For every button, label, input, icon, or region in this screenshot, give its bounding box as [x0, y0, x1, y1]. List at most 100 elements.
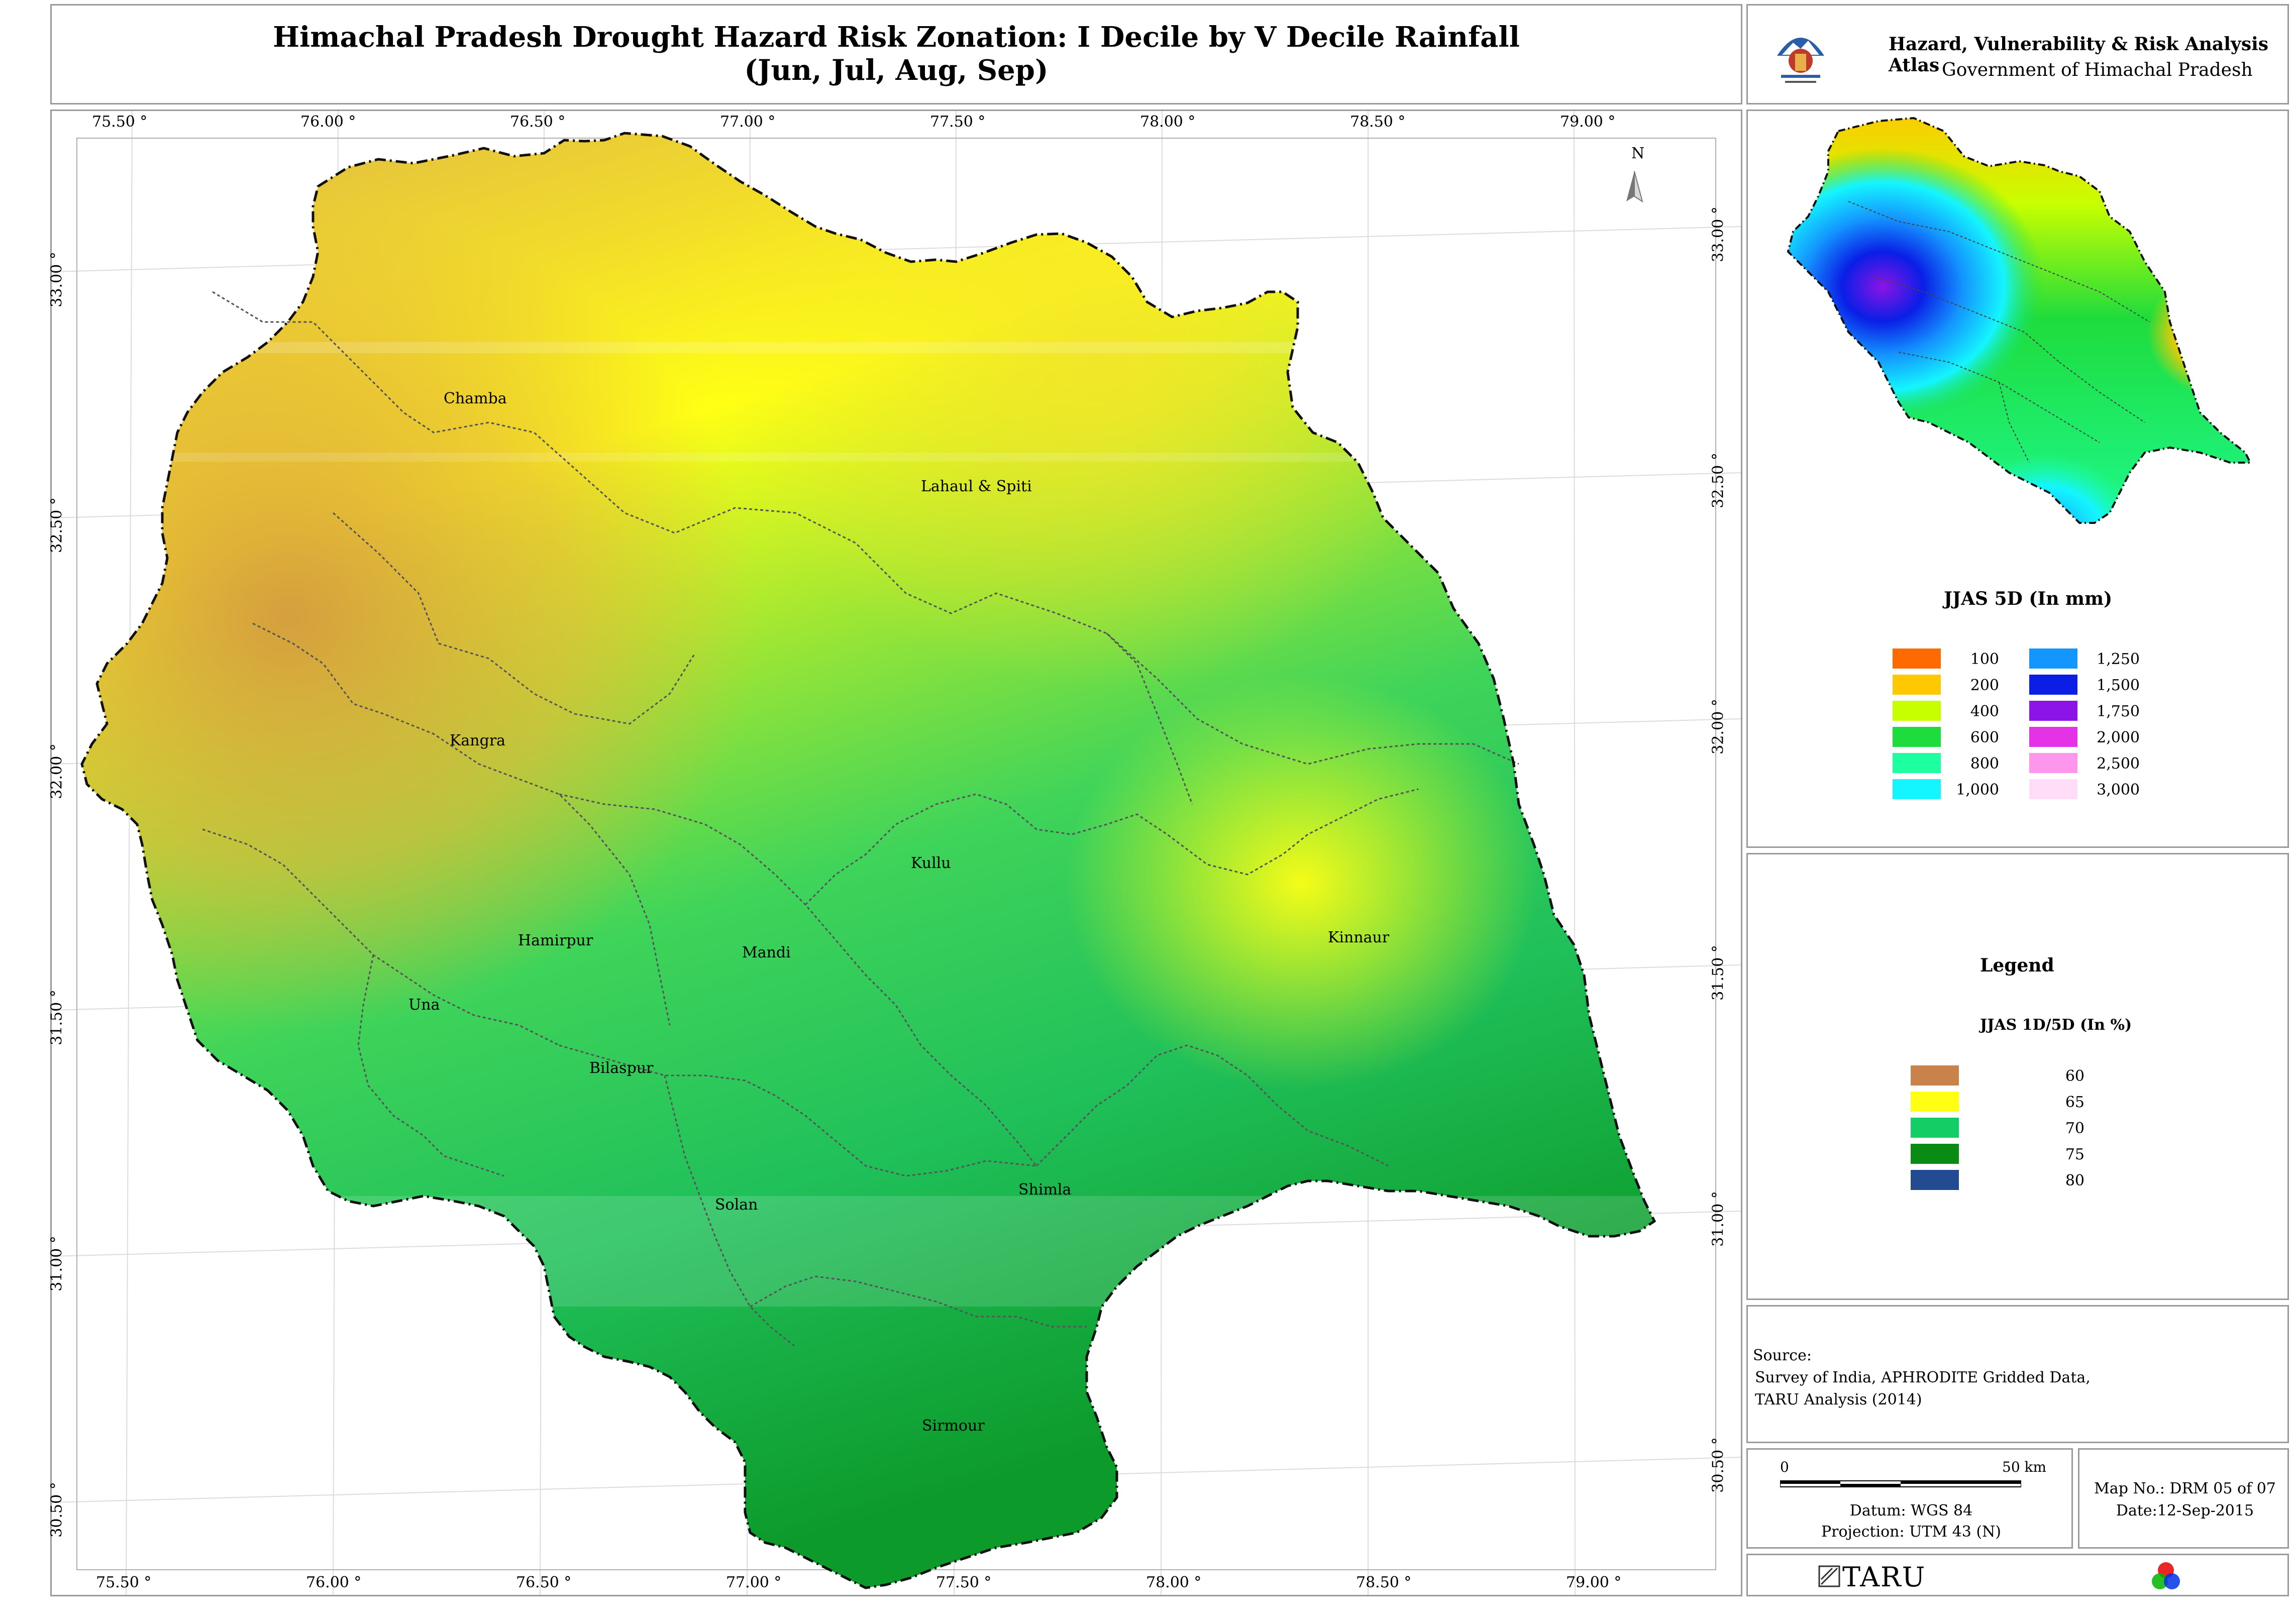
taru-logo-text: TARU	[1842, 1561, 1926, 1593]
legend-title: Legend	[1980, 955, 2054, 976]
lat-tick-right: 33.00 °	[1709, 206, 1727, 262]
legend-class-label: 60	[2065, 1067, 2084, 1085]
district-label-chamba: Chamba	[444, 390, 507, 407]
north-arrow-icon	[1626, 171, 1643, 203]
lon-tick-top: 79.00 °	[1560, 113, 1616, 131]
north-label: N	[1631, 145, 1644, 162]
district-label-kinnaur: Kinnaur	[1328, 929, 1390, 946]
inset-class-label: 200	[1970, 677, 1999, 694]
lon-tick-top: 75.50 °	[92, 113, 148, 131]
lat-tick-right: 30.50 °	[1709, 1437, 1727, 1493]
inset-swatch	[1893, 727, 1941, 747]
district-label-kullu: Kullu	[911, 854, 951, 872]
lat-tick-left: 31.50 °	[48, 990, 66, 1045]
lon-tick-top: 77.00 °	[720, 113, 776, 131]
inset-class-label: 600	[1970, 729, 1999, 746]
state-emblem-icon	[1777, 38, 1824, 83]
circles-logo-icon	[2152, 1562, 2180, 1589]
lat-tick-right: 31.50 °	[1709, 945, 1727, 1001]
datum-label: Datum: WGS 84	[1849, 1502, 1973, 1520]
inset-class-label: 1,500	[2097, 677, 2140, 694]
legend-swatch	[1911, 1092, 1959, 1112]
map-info-box: Map No.: DRM 05 of 07 Date:12-Sep-2015	[2078, 1448, 2289, 1549]
legend-swatch	[1911, 1170, 1959, 1190]
district-label-sirmour: Sirmour	[922, 1417, 985, 1435]
inset-class-label: 1,750	[2097, 703, 2140, 720]
projection-label: Projection: UTM 43 (N)	[1821, 1523, 2002, 1541]
lat-tick-right: 31.00 °	[1709, 1191, 1727, 1247]
lat-tick-left: 31.00 °	[48, 1236, 66, 1291]
lon-tick-top: 77.50 °	[930, 113, 986, 131]
district-label-kangra: Kangra	[450, 732, 506, 749]
legend-swatch	[1911, 1118, 1959, 1138]
map-title: Himachal Pradesh Drought Hazard Risk Zon…	[273, 21, 1520, 54]
lon-tick-bottom: 77.00 °	[726, 1574, 782, 1591]
lon-tick-bottom: 78.00 °	[1146, 1574, 1202, 1591]
district-label-shimla: Shimla	[1018, 1181, 1072, 1199]
district-label-bilaspur: Bilaspur	[589, 1059, 654, 1077]
legend-swatch	[1911, 1144, 1959, 1164]
inset-swatch	[2029, 675, 2077, 695]
inset-class-label: 1,250	[2097, 651, 2140, 668]
main-map-frame: N 75.50 ° 76.00 ° 76.50 ° 77.00 ° 77.50 …	[48, 110, 1742, 1596]
map-title-box: Himachal Pradesh Drought Hazard Risk Zon…	[50, 4, 1742, 104]
lat-tick-left: 32.50 °	[48, 497, 66, 553]
lon-tick-bottom: 76.00 °	[306, 1574, 362, 1591]
inset-swatch	[1893, 648, 1941, 669]
lat-tick-left: 30.50 °	[48, 1482, 66, 1538]
lon-tick-bottom: 78.50 °	[1356, 1574, 1412, 1591]
inset-district-boundaries	[1848, 201, 2150, 463]
district-boundaries	[202, 291, 1519, 1348]
district-label-solan: Solan	[715, 1196, 758, 1214]
scalebar-start: 0	[1780, 1459, 1789, 1475]
taru-logo-icon	[1818, 1565, 1840, 1587]
government-label: Government of Himachal Pradesh	[1942, 60, 2253, 80]
inset-swatch	[2029, 648, 2077, 669]
lon-tick-top: 78.00 °	[1140, 113, 1196, 131]
inset-swatch	[2029, 779, 2077, 799]
inset-swatch	[2029, 701, 2077, 721]
lon-tick-top: 76.50 °	[510, 113, 566, 131]
legend-box: Legend JJAS 1D/5D (In %) 60 65 70 75 80	[1746, 853, 2289, 1300]
inset-swatch	[1893, 779, 1941, 799]
source-heading: Source:	[1753, 1347, 1812, 1364]
map-date: Date:12-Sep-2015	[2116, 1502, 2254, 1520]
district-label-hamirpur: Hamirpur	[518, 932, 593, 949]
atlas-header-box: Hazard, Vulnerability & Risk Analysis At…	[1746, 4, 2289, 104]
inset-class-label: 100	[1970, 651, 1999, 668]
lon-tick-bottom: 75.50 °	[96, 1574, 152, 1591]
inset-class-label: 400	[1970, 703, 1999, 720]
source-box: Source: Survey of India, APHRODITE Gridd…	[1746, 1305, 2289, 1443]
inset-map-box: JJAS 5D (In mm) 100 200 400 600 800 1,00…	[1746, 110, 2289, 848]
inset-swatch	[1893, 753, 1941, 773]
lon-tick-bottom: 79.00 °	[1566, 1574, 1622, 1591]
inset-swatch	[2029, 727, 2077, 747]
scalebar-end: 50 km	[2002, 1459, 2047, 1475]
lat-tick-left: 33.00 °	[48, 252, 66, 307]
lon-tick-top: 78.50 °	[1350, 113, 1406, 131]
inset-swatch	[2029, 753, 2077, 773]
inset-state-boundary	[1787, 117, 2252, 524]
lon-tick-top: 76.00 °	[300, 113, 356, 131]
inset-rainfall-surface	[1788, 118, 2250, 523]
source-line: Survey of India, APHRODITE Gridded Data,	[1755, 1369, 2091, 1386]
lon-tick-bottom: 77.50 °	[936, 1574, 992, 1591]
lat-tick-right: 32.50 °	[1709, 453, 1727, 508]
legend-subtitle: JJAS 1D/5D (In %)	[1980, 1016, 2132, 1034]
source-line: TARU Analysis (2014)	[1755, 1391, 1922, 1409]
legend-class-label: 70	[2065, 1120, 2084, 1137]
legend-class-label: 75	[2065, 1146, 2084, 1163]
map-subtitle: (Jun, Jul, Aug, Sep)	[744, 54, 1049, 87]
inset-swatch	[1893, 701, 1941, 721]
lon-tick-bottom: 76.50 °	[516, 1574, 572, 1591]
logo-box: TARU	[1746, 1554, 2289, 1596]
legend-class-label: 80	[2065, 1172, 2084, 1189]
legend-swatch	[1911, 1065, 1959, 1086]
inset-class-label: 1,000	[1956, 781, 1999, 799]
atlas-title: Hazard, Vulnerability & Risk Analysis At…	[1889, 34, 2269, 76]
inset-legend-title: JJAS 5D (In mm)	[1944, 588, 2113, 609]
map-number: Map No.: DRM 05 of 07	[2094, 1480, 2276, 1497]
district-label-una: Una	[408, 996, 440, 1014]
district-label-lahaul-spiti: Lahaul & Spiti	[921, 478, 1032, 495]
rainfall-ratio-surface	[82, 133, 1654, 1588]
